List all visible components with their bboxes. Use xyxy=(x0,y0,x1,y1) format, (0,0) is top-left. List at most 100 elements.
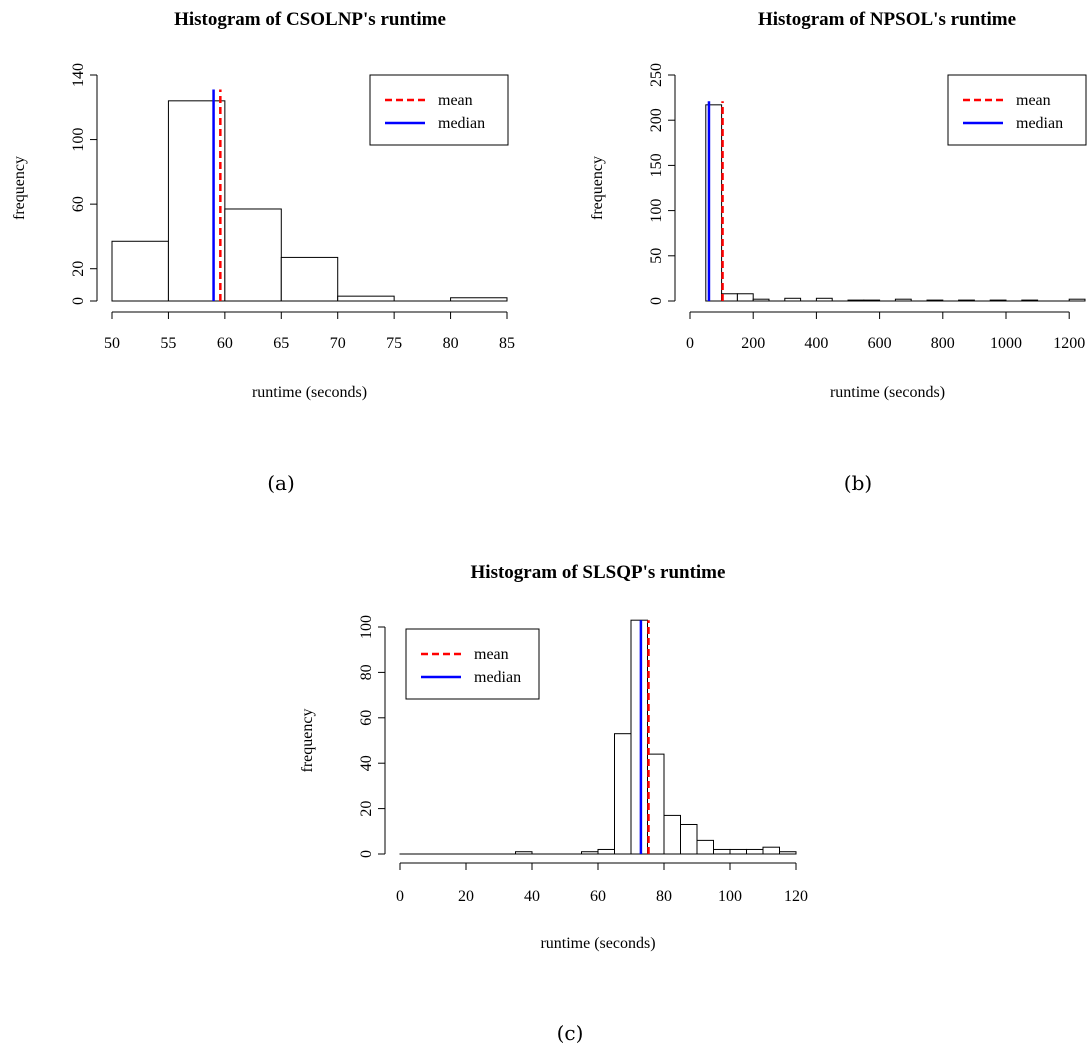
histogram-bar xyxy=(736,293,754,302)
legend-label-mean: mean xyxy=(474,646,509,663)
legend: mean median xyxy=(369,74,509,146)
y-axis-label: frequency xyxy=(11,156,28,220)
histogram-bar xyxy=(784,297,802,302)
y-tick-label: 60 xyxy=(358,710,375,726)
histogram-bar xyxy=(713,848,731,855)
legend-label-median: median xyxy=(438,115,485,132)
histogram-bar xyxy=(337,295,395,302)
y-tick-label: 250 xyxy=(648,63,665,87)
legend-label-median: median xyxy=(474,669,521,686)
x-tick-label: 75 xyxy=(386,335,402,352)
y-tick-label: 200 xyxy=(648,108,665,132)
y-tick-label: 150 xyxy=(648,153,665,177)
y-tick-label: 50 xyxy=(648,248,665,264)
x-tick-label: 800 xyxy=(931,335,955,352)
x-tick-label: 50 xyxy=(104,335,120,352)
y-tick-label: 80 xyxy=(358,664,375,680)
y-tick-label: 140 xyxy=(70,63,87,87)
histogram-bar xyxy=(1021,299,1039,302)
chart-title: Histogram of NPSOL's runtime xyxy=(758,9,1016,30)
histogram-bar xyxy=(647,753,665,855)
x-axis-label: runtime (seconds) xyxy=(830,384,945,401)
histogram-bar xyxy=(663,814,681,855)
y-tick-label: 0 xyxy=(648,297,665,305)
x-tick-label: 100 xyxy=(718,888,742,905)
x-tick-label: 55 xyxy=(160,335,176,352)
x-tick-label: 40 xyxy=(524,888,540,905)
histogram-bar xyxy=(450,297,508,302)
histogram-bar xyxy=(224,208,282,302)
x-tick-label: 80 xyxy=(656,888,672,905)
histogram-bar xyxy=(989,299,1007,302)
histogram-bar xyxy=(815,297,833,302)
histogram-bar xyxy=(597,848,615,855)
x-tick-label: 65 xyxy=(273,335,289,352)
x-tick-label: 200 xyxy=(741,335,765,352)
subfigure-caption: (b) xyxy=(844,471,872,495)
legend: mean median xyxy=(405,628,540,700)
x-tick-label: 60 xyxy=(590,888,606,905)
legend-label-median: median xyxy=(1016,115,1063,132)
x-tick-label: 120 xyxy=(784,888,808,905)
chart-panel-3: Histogram of SLSQP's runtime 0 20 40 60 80 100… xyxy=(299,562,808,952)
y-tick-label: 100 xyxy=(70,128,87,152)
legend-box xyxy=(947,74,1087,146)
histogram-bar xyxy=(779,851,797,855)
y-tick-label: 0 xyxy=(70,297,87,305)
x-tick-label: 600 xyxy=(868,335,892,352)
x-tick-label: 60 xyxy=(217,335,233,352)
histogram-bar xyxy=(581,851,599,855)
histogram-bar xyxy=(515,851,533,855)
legend-label-mean: mean xyxy=(1016,92,1051,109)
chart-panel-2: Histogram of NPSOL's runtime 0 200 400 600 80… xyxy=(589,9,1087,401)
y-tick-label: 20 xyxy=(70,261,87,277)
chart-panel-1: Histogram of CSOLNP's runtime 50 55 60 65 70 7… xyxy=(11,9,515,401)
histogram-bar xyxy=(1068,298,1086,302)
histogram-bar xyxy=(894,298,912,302)
chart-title: Histogram of SLSQP's runtime xyxy=(471,562,726,583)
histogram-bar xyxy=(614,733,632,855)
x-axis-label: runtime (seconds) xyxy=(540,935,655,952)
histogram-bar xyxy=(280,256,339,302)
x-tick-label: 20 xyxy=(458,888,474,905)
y-axis-label: frequency xyxy=(589,156,606,220)
histogram-bar xyxy=(729,848,747,855)
histogram-bar xyxy=(752,298,770,302)
subfigure-caption: (c) xyxy=(557,1021,584,1045)
x-tick-label: 0 xyxy=(686,335,694,352)
x-tick-label: 80 xyxy=(443,335,459,352)
histogram-bar xyxy=(847,299,865,302)
x-tick-label: 85 xyxy=(499,335,515,352)
x-axis-label: runtime (seconds) xyxy=(252,384,367,401)
histogram-bar xyxy=(746,848,764,855)
histogram-bar xyxy=(630,619,648,855)
y-tick-label: 100 xyxy=(648,199,665,223)
legend-label-mean: mean xyxy=(438,92,473,109)
histogram-bar xyxy=(958,299,975,302)
y-tick-label: 40 xyxy=(358,755,375,771)
legend: mean median xyxy=(947,74,1087,146)
histogram-bar xyxy=(680,823,698,855)
histogram-bar xyxy=(167,100,226,302)
histogram-bar xyxy=(721,293,738,302)
y-tick-label: 60 xyxy=(70,196,87,212)
histogram-bar xyxy=(762,846,780,855)
histogram-bar xyxy=(696,839,714,855)
y-tick-label: 20 xyxy=(358,801,375,817)
y-tick-label: 0 xyxy=(358,850,375,858)
histogram-bar xyxy=(926,299,944,302)
x-tick-label: 1200 xyxy=(1053,335,1085,352)
x-tick-label: 1000 xyxy=(990,335,1022,352)
x-tick-label: 70 xyxy=(330,335,346,352)
y-tick-label: 100 xyxy=(358,615,375,639)
subfigure-caption: (a) xyxy=(267,471,295,495)
x-tick-label: 0 xyxy=(396,888,404,905)
chart-title: Histogram of CSOLNP's runtime xyxy=(174,9,446,30)
histogram-bar xyxy=(863,299,881,302)
histogram-bar xyxy=(111,240,169,302)
x-tick-label: 400 xyxy=(804,335,828,352)
y-axis-label: frequency xyxy=(299,709,316,773)
legend-box xyxy=(405,628,540,700)
legend-box xyxy=(369,74,509,146)
